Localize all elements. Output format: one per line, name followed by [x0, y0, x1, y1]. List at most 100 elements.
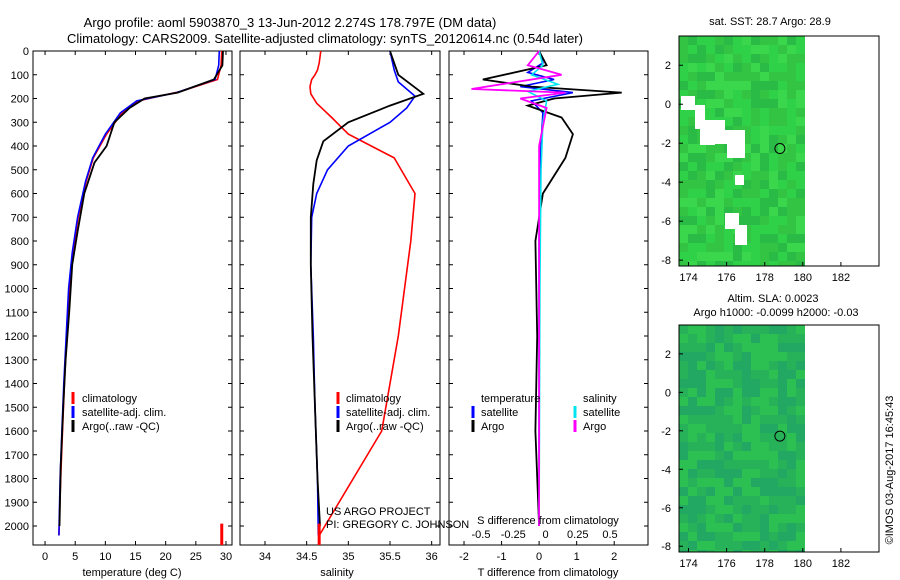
land-patch — [681, 96, 695, 110]
depth-tick-label: 1200 — [5, 331, 29, 343]
map-cell — [742, 370, 751, 379]
map-cell — [688, 243, 697, 252]
map-cell — [751, 469, 760, 478]
map-cell — [778, 514, 787, 523]
map-cell — [769, 126, 778, 135]
map-cell — [679, 63, 688, 72]
map-cell — [751, 388, 760, 397]
map-cell — [787, 415, 796, 424]
map-cell — [679, 514, 688, 523]
map-cell — [715, 442, 724, 451]
map-cell — [733, 198, 742, 207]
map-cell — [769, 532, 778, 541]
map-cell — [697, 478, 706, 487]
map-cell — [796, 424, 805, 433]
map-cell — [769, 189, 778, 198]
map-cell — [724, 532, 733, 541]
map-cell — [706, 207, 715, 216]
map-cell — [679, 505, 688, 514]
map-cell — [742, 451, 751, 460]
map-cell — [751, 72, 760, 81]
map-cell — [715, 352, 724, 361]
map-cell — [778, 234, 787, 243]
map-cell — [679, 532, 688, 541]
land-patch — [735, 225, 747, 245]
map-cell — [760, 108, 769, 117]
map-cell — [796, 379, 805, 388]
map-cell — [706, 198, 715, 207]
map-y-tick-label: -8 — [661, 255, 671, 267]
difference-xlabel-top: S difference from climatology — [477, 515, 619, 527]
map-cell — [787, 388, 796, 397]
sla-map-title-2: Argo h1000: -0.0099 h2000: -0.03 — [693, 307, 858, 319]
map-cell — [724, 162, 733, 171]
sst-map-panel: sat. SST: 28.7 Argo: 28.9 174 176 178 180 18… — [661, 16, 880, 284]
map-cell — [787, 442, 796, 451]
map-cell — [688, 478, 697, 487]
map-cell — [697, 243, 706, 252]
map-cell — [742, 36, 751, 45]
map-cell — [751, 406, 760, 415]
map-cell — [715, 487, 724, 496]
map-cell — [796, 90, 805, 99]
map-cell — [787, 334, 796, 343]
map-cell — [796, 99, 805, 108]
map-cell — [715, 334, 724, 343]
map-cell — [796, 216, 805, 225]
map-cell — [715, 216, 724, 225]
map-cell — [688, 406, 697, 415]
map-cell — [688, 442, 697, 451]
map-cell — [715, 207, 724, 216]
map-cell — [778, 252, 787, 261]
x-tick-label: 0 — [536, 551, 542, 563]
map-cell — [724, 514, 733, 523]
map-y-tick-label: 0 — [665, 387, 671, 399]
map-cell — [733, 117, 742, 126]
map-cell — [697, 72, 706, 81]
map-cell — [679, 180, 688, 189]
map-cell — [796, 505, 805, 514]
map-cell — [724, 460, 733, 469]
map-cell — [796, 117, 805, 126]
map-cell — [751, 99, 760, 108]
map-cell — [724, 81, 733, 90]
map-cell — [787, 433, 796, 442]
map-cell — [697, 442, 706, 451]
map-cell — [679, 252, 688, 261]
map-cell — [742, 415, 751, 424]
map-cell — [796, 63, 805, 72]
map-cell — [796, 451, 805, 460]
map-cell — [742, 144, 751, 153]
map-cell — [760, 532, 769, 541]
map-y-tick-label: -6 — [661, 503, 671, 515]
map-cell — [769, 198, 778, 207]
map-cell — [706, 496, 715, 505]
map-cell — [742, 99, 751, 108]
map-cell — [733, 478, 742, 487]
title-line-2: Climatology: CARS2009. Satellite-adjuste… — [67, 31, 583, 46]
map-cell — [742, 243, 751, 252]
map-cell — [688, 225, 697, 234]
map-cell — [697, 379, 706, 388]
legend-sal-argo: Argo — [583, 421, 606, 433]
map-cell — [688, 334, 697, 343]
map-cell — [778, 81, 787, 90]
map-cell — [769, 541, 778, 550]
map-cell — [760, 198, 769, 207]
map-cell — [742, 352, 751, 361]
salinity-x-axis: 34 34.5 35 35.5 36 — [259, 51, 438, 563]
map-cell — [760, 478, 769, 487]
temperature-panel: 0100200300400500600700800900100011001200… — [5, 46, 233, 579]
map-cell — [769, 72, 778, 81]
difference-axes — [448, 50, 649, 546]
map-cell — [697, 198, 706, 207]
map-cell — [715, 460, 724, 469]
map-cell — [751, 424, 760, 433]
map-cell — [751, 36, 760, 45]
map-cell — [742, 135, 751, 144]
map-cell — [787, 252, 796, 261]
salinity-axes — [239, 50, 441, 546]
map-cell — [751, 478, 760, 487]
map-cell — [769, 379, 778, 388]
map-y-tick-label: -2 — [661, 426, 671, 438]
